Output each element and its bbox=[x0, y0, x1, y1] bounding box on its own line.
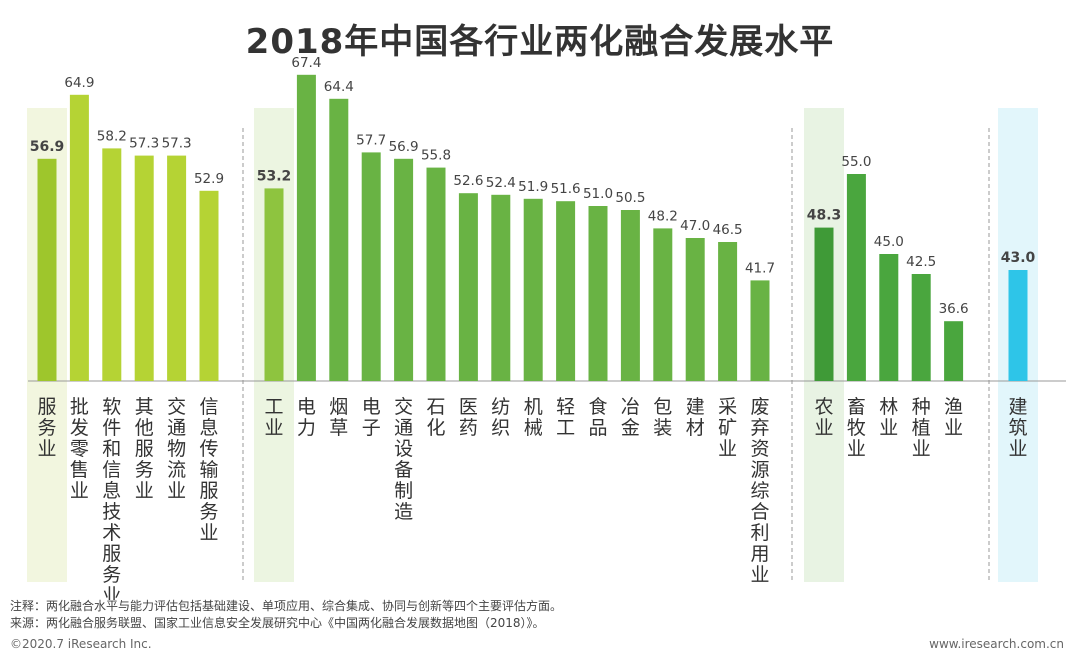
data-label: 43.0 bbox=[1001, 250, 1036, 266]
bar bbox=[620, 210, 640, 381]
data-label: 48.2 bbox=[648, 208, 678, 224]
data-label: 41.7 bbox=[745, 260, 775, 276]
bar bbox=[1008, 270, 1028, 381]
data-label: 52.6 bbox=[453, 173, 483, 189]
data-label: 64.9 bbox=[64, 75, 94, 91]
bar bbox=[329, 98, 349, 382]
chart-title: 2018年中国各行业两化融合发展水平 bbox=[245, 22, 835, 62]
category-label: 农业 bbox=[814, 396, 833, 439]
data-label: 45.0 bbox=[874, 234, 904, 250]
category-label: 采矿业 bbox=[718, 396, 737, 460]
data-label: 56.9 bbox=[389, 139, 419, 155]
copyright-text: ©2020.7 iResearch Inc. bbox=[10, 637, 152, 651]
data-label: 42.5 bbox=[906, 254, 936, 270]
bar bbox=[718, 242, 738, 381]
category-label: 建筑业 bbox=[1008, 396, 1027, 460]
bar bbox=[296, 74, 316, 382]
data-label: 67.4 bbox=[291, 55, 321, 71]
category-label: 渔业 bbox=[944, 396, 963, 439]
category-label: 信息传输服务业 bbox=[199, 396, 218, 544]
data-label: 50.5 bbox=[615, 190, 645, 206]
data-label: 53.2 bbox=[257, 168, 292, 184]
bar bbox=[361, 152, 381, 381]
data-label: 55.0 bbox=[841, 154, 871, 170]
data-label: 51.9 bbox=[518, 179, 548, 195]
footnotes: 注释：两化融合水平与能力评估包括基础建设、单项应用、综合集成、协同与创新等四个主… bbox=[10, 598, 1070, 632]
bar bbox=[750, 280, 770, 381]
page-footer: ©2020.7 iResearch Inc. www.iresearch.com… bbox=[10, 637, 1070, 655]
category-label: 交通物流业 bbox=[167, 396, 186, 502]
data-label: 64.4 bbox=[324, 79, 354, 95]
category-label: 交通设备制造 bbox=[394, 396, 413, 523]
bar bbox=[556, 201, 576, 381]
category-label: 服务业 bbox=[37, 396, 56, 460]
bar bbox=[814, 227, 834, 381]
category-label: 包装 bbox=[653, 396, 672, 439]
category-label: 烟草 bbox=[329, 396, 348, 439]
category-label: 批发零售业 bbox=[70, 396, 89, 502]
bar bbox=[653, 228, 673, 381]
category-label: 种植业 bbox=[912, 396, 931, 460]
data-label: 57.3 bbox=[162, 136, 192, 152]
bar bbox=[685, 238, 705, 381]
bar bbox=[37, 158, 57, 381]
bar bbox=[523, 198, 543, 381]
category-label: 电力 bbox=[297, 396, 316, 439]
data-label: 47.0 bbox=[680, 218, 710, 234]
bar bbox=[426, 167, 446, 381]
data-label: 51.6 bbox=[551, 181, 581, 197]
category-label: 石化 bbox=[426, 396, 445, 439]
bar bbox=[458, 193, 478, 381]
category-label: 纺织 bbox=[491, 396, 510, 439]
category-label: 其他服务业 bbox=[135, 396, 154, 502]
bar bbox=[491, 194, 511, 381]
data-label: 52.4 bbox=[486, 175, 516, 191]
data-label: 46.5 bbox=[713, 222, 743, 238]
bar bbox=[911, 274, 931, 381]
category-label: 废弃资源综合利用业 bbox=[750, 396, 769, 586]
data-label: 57.7 bbox=[356, 132, 386, 148]
category-label: 工业 bbox=[264, 396, 283, 439]
category-label: 建材 bbox=[686, 396, 705, 439]
source-text: 来源：两化融合服务联盟、国家工业信息安全发展研究中心《中国两化融合发展数据地图（… bbox=[10, 616, 545, 630]
bar bbox=[394, 158, 414, 381]
data-label: 56.9 bbox=[30, 139, 65, 155]
data-label: 48.3 bbox=[807, 208, 842, 224]
data-label: 36.6 bbox=[939, 301, 969, 317]
data-label: 52.9 bbox=[194, 171, 224, 187]
data-label: 58.2 bbox=[97, 128, 127, 144]
data-label: 51.0 bbox=[583, 186, 613, 202]
bar bbox=[134, 155, 154, 381]
category-label: 畜牧业 bbox=[847, 396, 866, 460]
data-label: 57.3 bbox=[129, 136, 159, 152]
category-label: 软件和信息技术服务业 bbox=[102, 396, 121, 600]
bar bbox=[879, 254, 899, 381]
category-label: 冶金 bbox=[621, 396, 640, 439]
bar bbox=[944, 321, 964, 381]
category-label: 电子 bbox=[362, 396, 381, 439]
bar bbox=[167, 155, 187, 381]
category-label: 医药 bbox=[459, 396, 478, 439]
bar-chart: 56.9 服务业 64.9 批发零售业 58.2 软件和信息技术服务业 57.3 其他服务业 5… bbox=[27, 55, 1066, 600]
category-label: 机械 bbox=[524, 396, 543, 439]
category-label: 食品 bbox=[588, 396, 607, 439]
note-text: 注释：两化融合水平与能力评估包括基础建设、单项应用、综合集成、协同与创新等四个主… bbox=[10, 599, 563, 613]
bar bbox=[199, 190, 219, 381]
data-label: 55.8 bbox=[421, 148, 451, 164]
category-label: 轻工 bbox=[556, 396, 575, 439]
bar bbox=[264, 188, 284, 381]
category-label: 林业 bbox=[879, 396, 898, 439]
website-link[interactable]: www.iresearch.com.cn bbox=[929, 637, 1064, 651]
bar bbox=[846, 174, 866, 381]
bar bbox=[102, 148, 122, 381]
bar bbox=[588, 206, 608, 381]
bar bbox=[69, 94, 89, 382]
